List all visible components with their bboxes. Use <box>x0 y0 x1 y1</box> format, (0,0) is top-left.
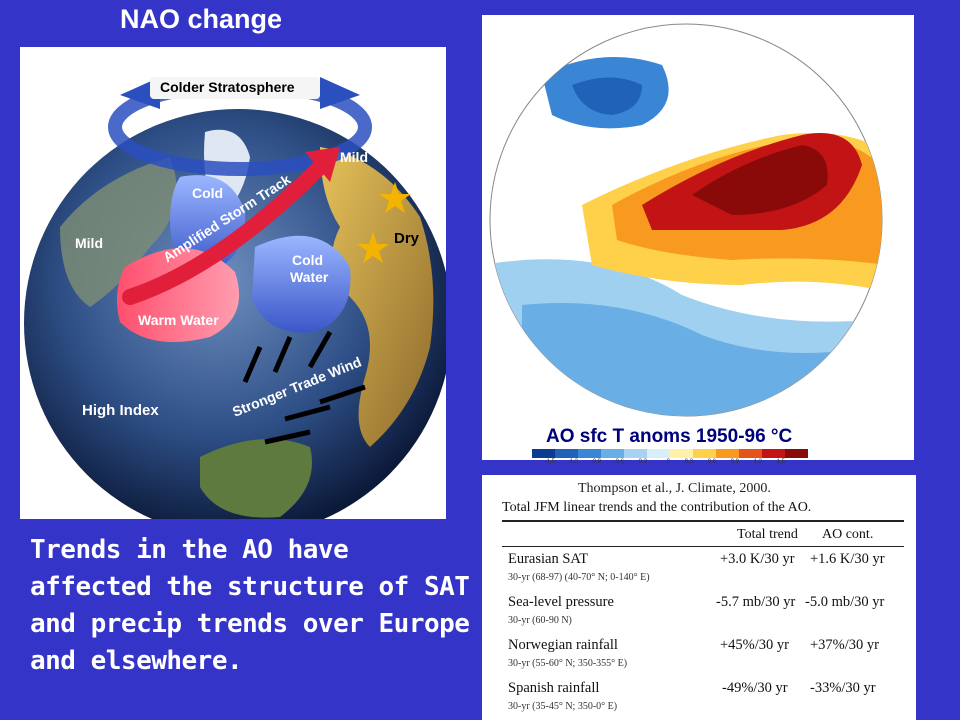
colorbar-tick-label: -0.9 <box>590 459 601 465</box>
table-rule-top <box>502 520 904 522</box>
colorbar-tick-label: 0.9 <box>730 459 739 465</box>
colorbar-swatch <box>670 449 693 458</box>
colorbar-swatch <box>785 449 808 458</box>
table-caption: Total JFM linear trends and the contribu… <box>502 500 812 515</box>
cell-ao: -5.0 mb/30 yr <box>805 594 885 610</box>
row-label: Eurasian SAT <box>508 551 589 567</box>
header-ao-cont: AO cont. <box>822 527 874 542</box>
colorbar-tick-label: -0.3 <box>636 459 647 465</box>
row-label: Sea-level pressure <box>508 594 614 610</box>
cell-total: -49%/30 yr <box>722 680 788 696</box>
colorbar-swatch <box>532 449 555 458</box>
north-america-land <box>60 157 177 307</box>
label-high-index: High Index <box>82 402 159 419</box>
colorbar-tick-label: 0 <box>666 459 670 465</box>
warm-water-region <box>116 248 240 342</box>
colorbar-tick-label: -1.5 <box>544 459 555 465</box>
cold-water-region <box>252 235 351 333</box>
stratosphere-label-box <box>150 77 320 99</box>
colorbar-swatch <box>739 449 762 458</box>
colorbar-swatch <box>693 449 716 458</box>
colorbar-tick-label: 0.3 <box>684 459 693 465</box>
label-mild-left: Mild <box>75 235 103 251</box>
storm-track-arrow <box>122 159 328 305</box>
cell-ao: +37%/30 yr <box>810 637 879 653</box>
row-label: Norwegian rainfall <box>508 637 618 653</box>
slide-caption: Trends in the AO have affected the struc… <box>30 535 470 676</box>
trade-wind-arrows <box>242 330 366 445</box>
cell-ao: -33%/30 yr <box>810 680 876 696</box>
label-dry: Dry <box>394 230 420 247</box>
cell-total: +3.0 K/30 yr <box>720 551 795 567</box>
ao-temperature-map: AO sfc T anoms 1950-96 °C -1.5 -1.2 -0.9 -0… <box>482 15 914 465</box>
label-cold-water-1: Cold <box>292 252 324 268</box>
colorbar-swatch <box>578 449 601 458</box>
row-label: Spanish rainfall <box>508 680 600 696</box>
row-sub: 30-yr (60-90 N) <box>508 615 572 626</box>
label-warm-water: Warm Water <box>138 312 219 328</box>
colorbar-ticks: -1.5 -1.2 -0.9 -0.6 -0.3 0 0.3 0.6 0.9 1.2 1.5 <box>532 459 785 465</box>
label-colder-stratosphere: Colder Stratosphere <box>160 79 295 95</box>
cold-greenland-core <box>572 77 642 115</box>
slide-title: NAO change <box>120 4 283 34</box>
colorbar-tick-label: 0.6 <box>707 459 716 465</box>
cell-total: +45%/30 yr <box>720 637 789 653</box>
colorbar-tick-label: 1.2 <box>753 459 762 465</box>
header-total-trend: Total trend <box>737 527 798 542</box>
storm-track-arrowhead <box>305 147 340 182</box>
colorbar-swatch <box>601 449 624 458</box>
colorbar-tick-label: -1.2 <box>567 459 578 465</box>
colorbar-tick-label: 1.5 <box>776 459 785 465</box>
dry-star-icon-2 <box>357 232 389 263</box>
south-america-land <box>200 439 312 518</box>
label-cold: Cold <box>192 185 224 201</box>
row-sub: 30-yr (55-60° N; 350-355° E) <box>508 658 628 669</box>
nao-globe-illustration: Colder Stratosphere Cold Mild Mild Dry A… <box>20 47 446 519</box>
row-sub: 30-yr (68-97) (40-70° N; 0-140° E) <box>508 572 650 583</box>
map-title: AO sfc T anoms 1950-96 °C <box>546 426 793 447</box>
colorbar-swatch <box>624 449 647 458</box>
warm-core-darkred <box>692 145 828 215</box>
polar-map-graphic <box>489 23 883 417</box>
colorbar-swatch <box>555 449 578 458</box>
stratosphere-arrow-right <box>320 77 360 109</box>
globe-graphic <box>24 77 446 519</box>
ao-trends-table: Thompson et al., J. Climate, 2000. Total… <box>482 475 916 720</box>
dry-star-icon <box>379 182 411 213</box>
table-rule-header <box>502 546 904 547</box>
cell-ao: +1.6 K/30 yr <box>810 551 885 567</box>
row-sub: 30-yr (35-45° N; 350-0° E) <box>508 701 618 712</box>
colorbar-swatch <box>716 449 739 458</box>
table-citation: Thompson et al., J. Climate, 2000. <box>578 481 771 496</box>
colorbar-swatch <box>647 449 670 458</box>
label-cold-water-2: Water <box>290 269 329 285</box>
label-mild-right: Mild <box>340 149 368 165</box>
colorbar-tick-label: -0.6 <box>613 459 624 465</box>
map-colorbar <box>532 449 808 458</box>
colorbar-swatch <box>762 449 785 458</box>
europe-africa-land <box>320 147 434 447</box>
cell-total: -5.7 mb/30 yr <box>716 594 796 610</box>
